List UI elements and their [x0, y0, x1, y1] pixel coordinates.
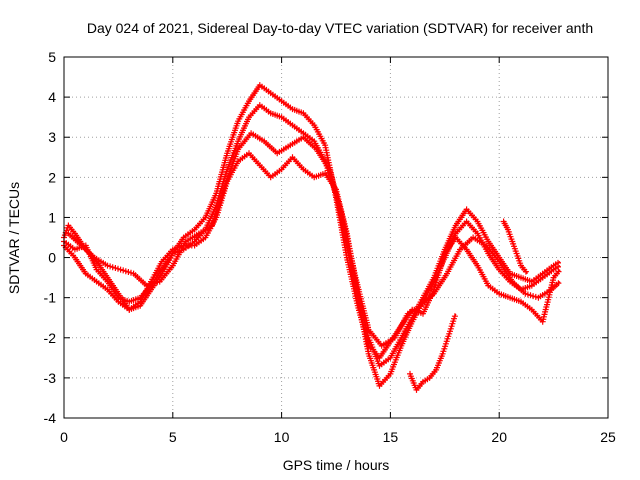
x-tick-label: 25	[600, 429, 616, 445]
series-trace-e	[407, 313, 458, 393]
data-point	[120, 267, 127, 274]
y-tick-label: 2	[48, 169, 56, 185]
data-point	[109, 264, 116, 271]
grid-lines	[64, 57, 608, 418]
x-axis-label: GPS time / hours	[283, 457, 390, 473]
y-tick-label: -4	[44, 410, 57, 426]
plot-frame	[63, 56, 609, 419]
data-series	[61, 82, 562, 393]
data-point	[555, 259, 561, 266]
y-tick-label: 4	[48, 89, 56, 105]
y-tick-label: 3	[48, 129, 56, 145]
x-tick-labels: 0 5 10 15 20 25	[60, 429, 616, 445]
x-tick-label: 5	[169, 429, 177, 445]
series-line	[409, 313, 457, 391]
y-tick-label: -2	[44, 330, 57, 346]
series-line	[63, 152, 561, 367]
y-tick-labels: -4 -3 -2 -1 0 1 2 3 4 5	[44, 49, 57, 426]
x-tick-label: 15	[383, 429, 399, 445]
data-point	[555, 280, 562, 287]
series-trace-d	[65, 130, 562, 349]
data-point	[522, 290, 529, 297]
data-point	[530, 293, 537, 300]
data-point	[451, 313, 458, 320]
series-trace-a	[61, 82, 562, 361]
y-tick-label: -3	[44, 370, 57, 386]
y-tick-label: 5	[48, 49, 56, 65]
x-tick-label: 10	[274, 429, 290, 445]
x-tick-label: 0	[60, 429, 68, 445]
y-tick-label: 1	[48, 209, 56, 225]
y-axis-label: SDTVAR / TECUs	[6, 182, 22, 294]
data-point	[522, 268, 529, 275]
y-tick-label: -1	[44, 290, 57, 306]
y-tick-label: 0	[48, 250, 56, 266]
series-trace-c	[61, 150, 561, 369]
axis-ticks	[63, 56, 609, 419]
chart-title: Day 024 of 2021, Sidereal Day-to-day VTE…	[87, 20, 593, 36]
x-tick-label: 20	[491, 429, 507, 445]
series-trace-f	[500, 218, 529, 275]
